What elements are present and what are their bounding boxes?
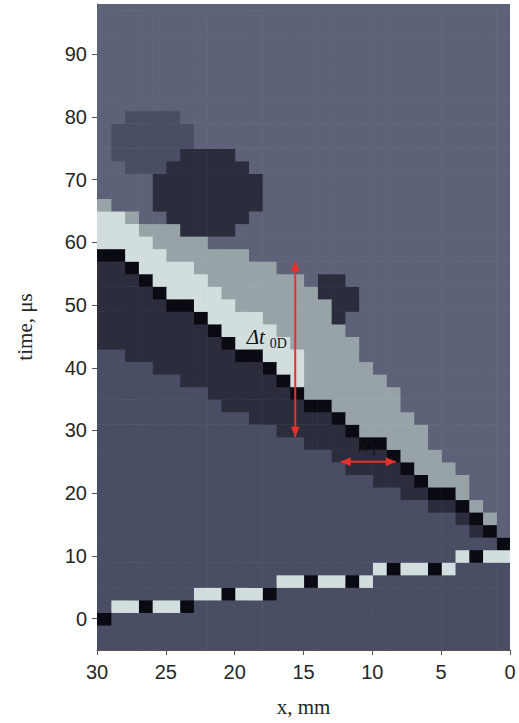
svg-text:50: 50 (65, 294, 87, 316)
svg-text:20: 20 (65, 482, 87, 504)
svg-text:70: 70 (65, 169, 87, 191)
svg-text:time, μs: time, μs (13, 293, 37, 360)
svg-text:90: 90 (65, 43, 87, 65)
svg-text:25: 25 (155, 661, 177, 683)
svg-text:80: 80 (65, 106, 87, 128)
svg-text:1: 1 (370, 443, 377, 458)
svg-text:30: 30 (86, 661, 108, 683)
svg-text:10: 10 (361, 661, 383, 683)
svg-text:0: 0 (504, 661, 515, 683)
svg-text:x, mm: x, mm (277, 695, 331, 719)
svg-text:40: 40 (65, 357, 87, 379)
svg-text:30: 30 (65, 419, 87, 441)
svg-text:15: 15 (292, 661, 314, 683)
svg-text:5: 5 (436, 661, 447, 683)
svg-text:Δt: Δt (246, 325, 266, 349)
svg-text:0D: 0D (270, 336, 287, 351)
svg-text:20: 20 (224, 661, 246, 683)
svg-text:0: 0 (76, 608, 87, 630)
svg-text:10: 10 (65, 545, 87, 567)
svg-text:x: x (358, 432, 369, 456)
svg-text:60: 60 (65, 231, 87, 253)
